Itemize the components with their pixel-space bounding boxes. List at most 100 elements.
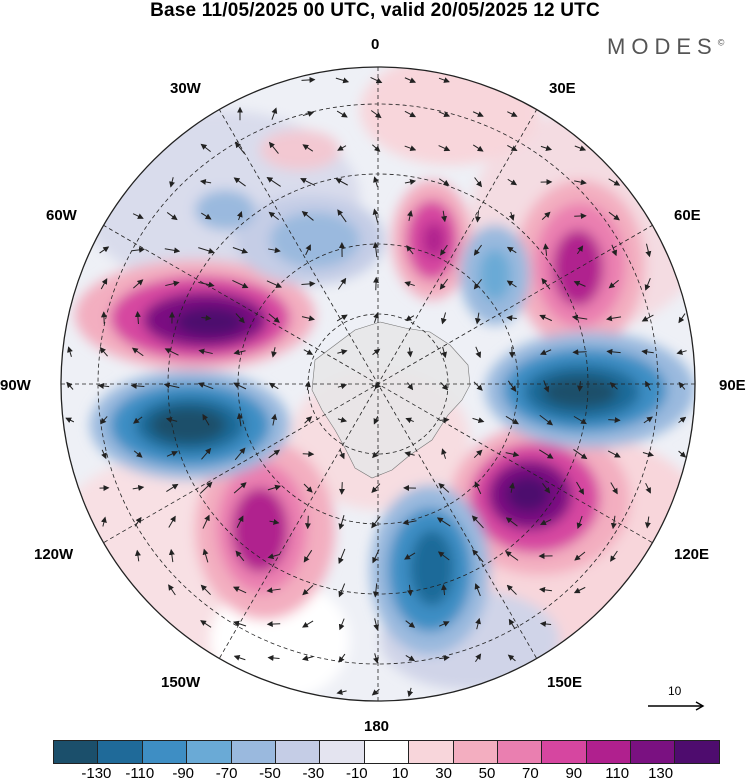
wind-vector xyxy=(471,515,484,529)
wind-vector xyxy=(439,655,450,661)
wind-vector xyxy=(266,587,281,594)
wind-vector xyxy=(271,413,278,426)
wind-vector xyxy=(608,211,620,221)
colorbar-tick-label: 130 xyxy=(648,765,674,782)
wind-vector xyxy=(371,516,381,529)
wind-vector xyxy=(507,654,516,662)
colorbar-tick-label: -30 xyxy=(302,765,325,782)
wind-vector xyxy=(303,549,313,563)
wind-vector xyxy=(404,77,417,83)
wind-vector xyxy=(407,210,413,221)
colorbar-tick-label: -90 xyxy=(172,765,195,782)
wind-vector xyxy=(372,583,379,598)
wind-vector xyxy=(236,515,244,528)
wind-vector xyxy=(202,548,209,563)
wind-vector xyxy=(439,178,450,186)
wind-vector xyxy=(373,618,380,631)
wind-vector xyxy=(339,449,345,460)
wind-vector xyxy=(507,380,517,392)
wind-vector xyxy=(266,280,283,288)
wind-vector xyxy=(232,247,249,254)
colorbar-tick-label: -70 xyxy=(215,765,238,782)
wind-vector xyxy=(573,586,586,594)
wind-vector xyxy=(407,687,414,698)
wind-vector xyxy=(574,551,586,561)
wind-vector xyxy=(404,552,416,560)
wind-vector xyxy=(407,584,413,597)
wind-vector xyxy=(370,110,382,119)
wind-vector xyxy=(201,314,212,321)
wind-vector xyxy=(166,483,179,493)
wind-vector xyxy=(371,382,382,389)
wind-vector xyxy=(474,583,481,597)
wind-vector xyxy=(508,618,516,629)
wind-vector xyxy=(267,654,280,661)
wind-vector xyxy=(404,179,417,185)
wind-vector xyxy=(133,450,143,458)
wind-vector xyxy=(233,654,246,661)
map-title: Base 11/05/2025 00 UTC, valid 20/05/2025… xyxy=(150,0,600,21)
wind-vector xyxy=(198,247,215,254)
lon-label-0: 0 xyxy=(371,36,380,53)
wind-vector xyxy=(505,517,518,527)
wind-vector xyxy=(505,451,520,458)
wind-vector xyxy=(132,484,145,491)
wind-vector xyxy=(65,417,75,424)
wind-vector xyxy=(436,517,451,527)
wind-vector xyxy=(438,111,451,118)
wind-vector xyxy=(202,413,210,426)
wind-vector xyxy=(165,417,178,423)
wind-vector xyxy=(268,313,280,323)
wind-vector xyxy=(407,382,414,391)
wind-vector xyxy=(303,483,313,493)
wind-vector xyxy=(232,586,247,594)
wind-vector xyxy=(405,315,415,321)
wind-vector xyxy=(678,381,686,390)
wind-vector xyxy=(542,483,551,494)
wind-vector xyxy=(441,448,447,459)
wind-vector xyxy=(133,279,144,289)
wind-vector xyxy=(268,141,279,154)
wind-vector xyxy=(472,417,485,424)
wind-vector xyxy=(642,451,655,457)
wind-vector xyxy=(440,382,449,391)
wind-vector xyxy=(644,516,651,529)
wind-vector xyxy=(235,550,245,562)
wind-vector xyxy=(506,315,517,322)
colorbar-swatch xyxy=(585,741,631,763)
colorbar-swatch xyxy=(274,741,320,763)
wind-vector xyxy=(405,620,416,628)
wind-vector xyxy=(300,178,316,186)
wind-vector xyxy=(437,551,450,561)
colorbar-swatch xyxy=(363,741,409,763)
wind-vector xyxy=(610,550,618,562)
wind-vector xyxy=(200,620,212,628)
colorbar-swatch xyxy=(408,741,453,763)
wind-vector xyxy=(337,209,347,223)
wind-vector xyxy=(301,280,316,287)
wind-vector xyxy=(201,212,212,220)
wind-vector xyxy=(302,620,314,628)
wind-vector xyxy=(608,279,619,289)
wind-vector xyxy=(169,177,175,188)
wind-vector xyxy=(199,481,213,494)
wind-vector xyxy=(641,348,654,355)
wind-vector xyxy=(164,247,181,254)
wind-vector xyxy=(336,110,348,118)
wind-vector xyxy=(441,583,447,596)
wind-vector xyxy=(165,280,180,287)
colorbar-tick-label: -50 xyxy=(259,765,281,782)
reference-vector-label: 10 xyxy=(668,684,682,698)
wind-vector xyxy=(233,382,247,390)
wind-vector xyxy=(441,346,447,359)
wind-vector xyxy=(198,348,213,355)
wind-vector xyxy=(371,483,381,494)
wind-vector xyxy=(235,313,245,324)
wind-vector xyxy=(371,688,380,696)
wind-vector xyxy=(473,449,483,459)
colorbar-tick-label: 70 xyxy=(522,765,539,782)
colorbar-swatch xyxy=(54,741,98,763)
brand-logo: MODES© xyxy=(607,34,725,59)
wind-vector xyxy=(130,382,145,389)
wind-vector xyxy=(372,348,381,356)
